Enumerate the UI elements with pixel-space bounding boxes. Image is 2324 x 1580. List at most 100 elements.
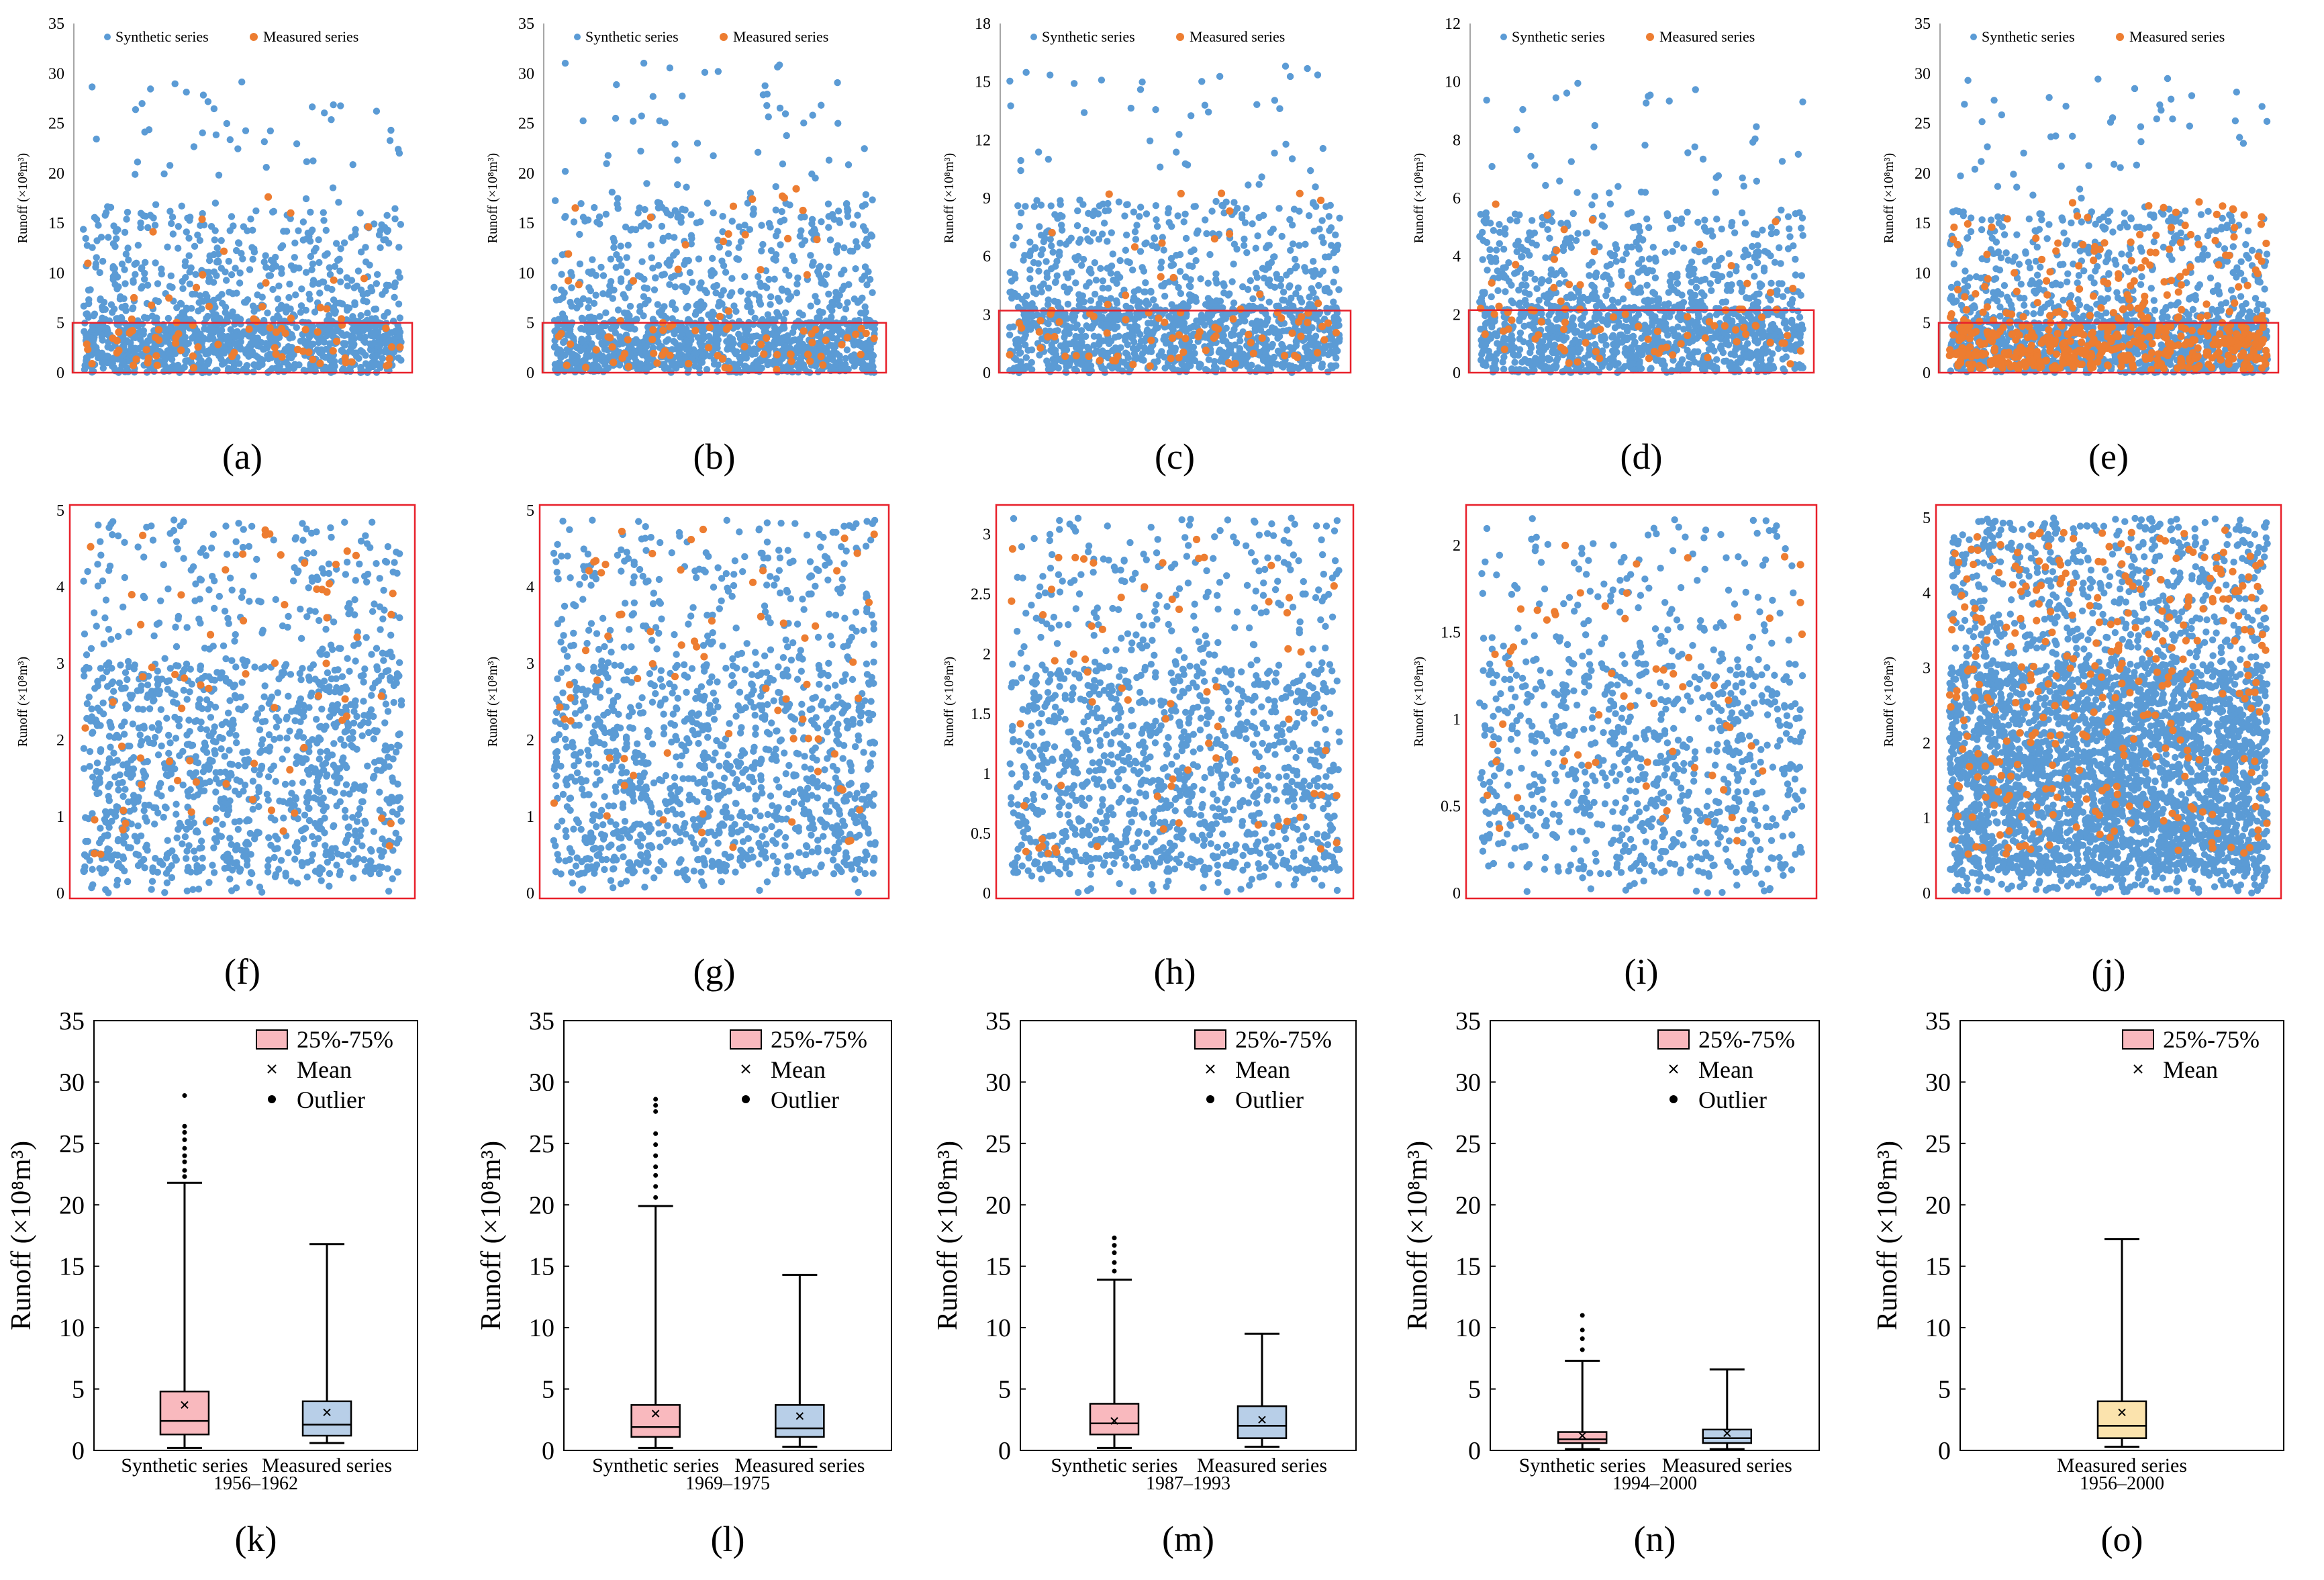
synthetic-point xyxy=(373,107,381,115)
measured-point xyxy=(1225,230,1234,238)
measured-point xyxy=(250,315,258,323)
measured-point xyxy=(729,202,738,210)
synthetic-point xyxy=(551,257,559,265)
synthetic-point xyxy=(144,281,152,289)
synthetic-point xyxy=(369,363,377,371)
synthetic-point xyxy=(1049,248,1057,256)
synthetic-point xyxy=(79,226,87,233)
measured-point xyxy=(387,343,396,351)
synthetic-point xyxy=(167,272,175,280)
synthetic-point xyxy=(557,354,565,361)
synthetic-point xyxy=(579,345,587,353)
synthetic-point xyxy=(691,311,699,318)
synthetic-point xyxy=(183,228,190,236)
measured-point xyxy=(309,355,317,364)
synthetic-point xyxy=(604,152,612,159)
measured-point xyxy=(554,332,563,340)
synthetic-point xyxy=(780,316,787,323)
synthetic-point xyxy=(1253,101,1261,108)
synthetic-point xyxy=(640,59,648,67)
synthetic-point xyxy=(250,308,258,315)
synthetic-point xyxy=(1190,343,1198,351)
synthetic-point xyxy=(1099,347,1106,355)
synthetic-point xyxy=(722,269,730,276)
synthetic-point xyxy=(808,216,816,223)
measured-point xyxy=(189,352,197,360)
synthetic-point xyxy=(168,220,175,228)
synthetic-point xyxy=(1051,346,1059,355)
synthetic-point xyxy=(779,160,787,168)
synthetic-point xyxy=(1315,281,1322,289)
synthetic-point xyxy=(1267,228,1275,236)
synthetic-point xyxy=(221,359,228,367)
measured-point xyxy=(149,228,157,236)
y-tick-label: 6 xyxy=(1453,190,1461,207)
synthetic-point xyxy=(1127,104,1135,112)
synthetic-point xyxy=(647,241,655,249)
synthetic-point xyxy=(1332,267,1340,274)
synthetic-point xyxy=(551,197,559,205)
synthetic-point xyxy=(649,265,657,272)
measured-point xyxy=(172,334,180,342)
synthetic-point xyxy=(1278,341,1286,349)
synthetic-point xyxy=(759,240,767,248)
synthetic-point xyxy=(1782,318,1789,326)
synthetic-point xyxy=(1054,327,1061,334)
synthetic-point xyxy=(140,275,148,283)
synthetic-point xyxy=(357,312,365,320)
synthetic-point xyxy=(1030,203,1038,210)
synthetic-point xyxy=(1020,365,1028,373)
synthetic-point xyxy=(199,210,206,218)
synthetic-point xyxy=(1010,241,1017,249)
measured-point xyxy=(198,215,206,224)
synthetic-point xyxy=(673,248,680,256)
measured-point xyxy=(760,350,768,359)
synthetic-point xyxy=(1309,357,1317,365)
measured-point xyxy=(1247,338,1255,346)
synthetic-point xyxy=(704,199,712,207)
synthetic-point xyxy=(236,316,244,323)
measured-point xyxy=(127,328,135,336)
synthetic-point xyxy=(1326,201,1334,210)
synthetic-point xyxy=(1017,209,1025,217)
synthetic-point xyxy=(114,315,122,322)
synthetic-point xyxy=(158,270,166,278)
synthetic-point xyxy=(1561,271,1568,278)
synthetic-point xyxy=(1318,360,1326,368)
synthetic-point xyxy=(645,355,653,363)
measured-point xyxy=(1072,352,1080,360)
synthetic-point xyxy=(190,143,198,150)
synthetic-point xyxy=(1511,210,1519,218)
synthetic-point xyxy=(1486,253,1494,261)
synthetic-point xyxy=(650,286,659,293)
synthetic-point xyxy=(1779,293,1787,300)
synthetic-point xyxy=(1140,267,1148,275)
synthetic-point xyxy=(778,207,785,216)
synthetic-point xyxy=(381,340,389,347)
synthetic-point xyxy=(833,335,840,342)
measured-point xyxy=(152,333,160,342)
synthetic-point xyxy=(754,148,762,156)
synthetic-point xyxy=(293,140,301,148)
synthetic-point xyxy=(764,311,772,318)
synthetic-point xyxy=(1330,279,1337,286)
measured-point xyxy=(329,346,337,355)
measured-point xyxy=(757,266,765,274)
synthetic-point xyxy=(1296,242,1303,249)
synthetic-point xyxy=(330,101,337,109)
synthetic-point xyxy=(1132,236,1140,243)
synthetic-point xyxy=(109,240,117,248)
synthetic-point xyxy=(1077,361,1085,368)
synthetic-point xyxy=(335,199,342,206)
synthetic-point xyxy=(164,243,171,251)
synthetic-point xyxy=(1254,232,1261,240)
synthetic-point xyxy=(832,361,840,368)
synthetic-point xyxy=(780,348,787,357)
synthetic-point xyxy=(613,251,620,259)
synthetic-point xyxy=(1085,279,1093,287)
synthetic-point xyxy=(1087,297,1095,304)
synthetic-point xyxy=(1143,297,1150,305)
synthetic-point xyxy=(1174,212,1181,220)
synthetic-point xyxy=(633,316,640,323)
